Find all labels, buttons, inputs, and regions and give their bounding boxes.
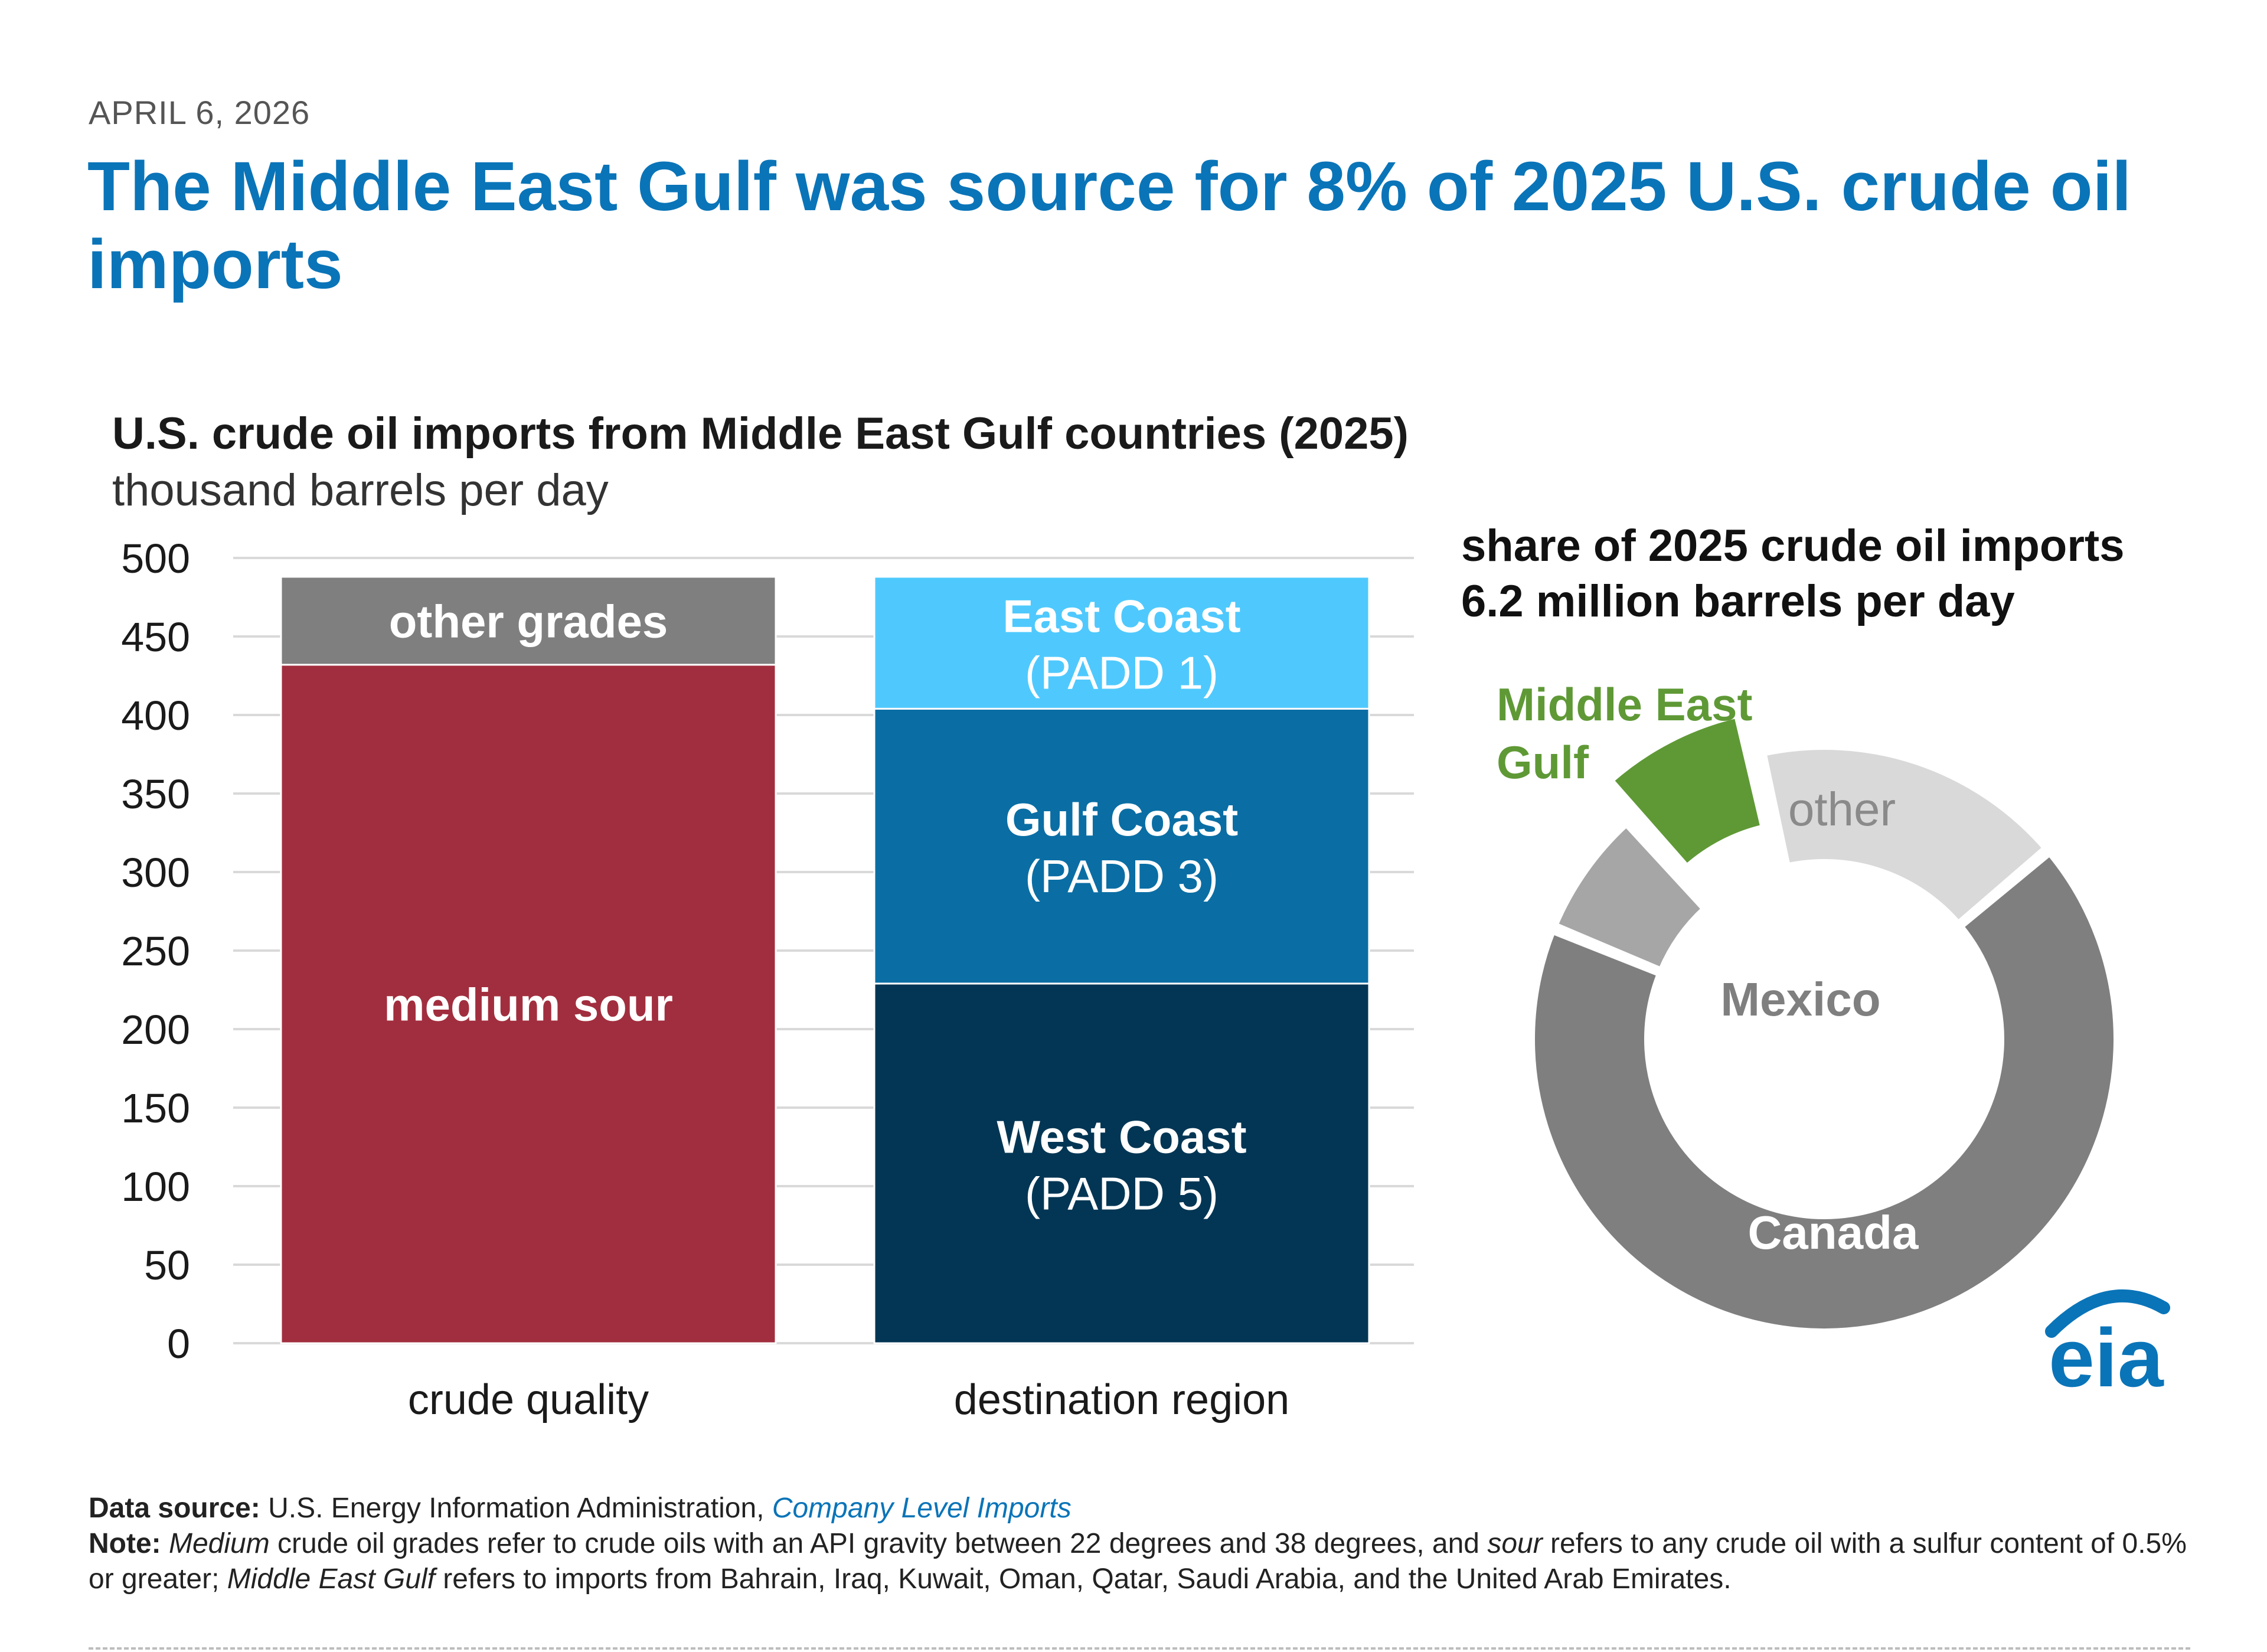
y-tick-label: 100 xyxy=(121,1164,190,1210)
data-source-text: U.S. Energy Information Administration, xyxy=(260,1493,772,1524)
y-tick-label: 0 xyxy=(167,1321,190,1367)
donut-slice-other xyxy=(1760,744,2050,928)
data-source-line: Data source: U.S. Energy Information Adm… xyxy=(89,1491,2214,1526)
data-source-label: Data source: xyxy=(89,1493,260,1524)
note-term-medium: Medium xyxy=(169,1528,270,1559)
note-line: Note: Medium crude oil grades refer to c… xyxy=(89,1526,2214,1597)
donut-slice-middle-east-gulf xyxy=(1606,711,1767,871)
bar-y-tick-labels: 0 50 100 150 200 250 300 350 400 450 500 xyxy=(121,536,190,1367)
bar-segment-other-grades xyxy=(280,576,777,666)
donut-subtitle: 6.2 million barrels per day xyxy=(1461,576,2015,626)
note-label: Note: xyxy=(89,1528,161,1559)
eia-logo-text: eia xyxy=(2049,1311,2164,1404)
bar-segment-label-west-coast: West Coast xyxy=(997,1111,1246,1163)
note-term-meg: Middle East Gulf xyxy=(227,1563,435,1595)
note-text-3: refers to imports from Bahrain, Iraq, Ku… xyxy=(435,1563,1732,1595)
bar-segment-sublabel: (PADD 1) xyxy=(1025,647,1219,699)
donut-label-other: other xyxy=(1788,783,1896,835)
bar-segment-sublabel: (PADD 5) xyxy=(1025,1167,1219,1219)
bar-segment-label-medium-sour: medium sour xyxy=(384,978,673,1030)
y-tick-label: 50 xyxy=(144,1242,190,1288)
donut-title: share of 2025 crude oil imports xyxy=(1461,521,2125,571)
y-tick-label: 300 xyxy=(121,850,190,896)
chart-footer: Data source: U.S. Energy Information Adm… xyxy=(89,1491,2214,1597)
bar-segment-gulf-coast-padd-3 xyxy=(873,707,1370,985)
y-tick-label: 200 xyxy=(121,1007,190,1053)
bar-segment-label-other-grades: other grades xyxy=(389,595,668,647)
donut-slice-mexico xyxy=(1551,820,1709,974)
y-tick-label: 400 xyxy=(121,693,190,739)
donut-label-canada: Canada xyxy=(1748,1206,1919,1259)
bar-segment-medium-sour xyxy=(280,664,777,1344)
y-tick-label: 350 xyxy=(121,771,190,817)
y-tick-label: 250 xyxy=(121,928,190,974)
bar-x-tick-labels: crude quality destination region xyxy=(408,1376,1289,1424)
donut-label-middle-east-gulf: Middle East Gulf xyxy=(1497,678,1752,788)
chart-canvas: U.S. crude oil imports from Middle East … xyxy=(112,409,2170,1424)
publication-date: APRIL 6, 2026 xyxy=(89,94,311,131)
bar-chart-title: U.S. crude oil imports from Middle East … xyxy=(112,409,1409,459)
bar-segment-label-gulf-coast: Gulf Coast xyxy=(1005,794,1238,845)
bar-segment-label-east-coast: East Coast xyxy=(1002,590,1240,642)
bar-segment-east-coast-padd-1 xyxy=(873,576,1370,710)
donut-chart: Middle East Gulf other Canada Mexico xyxy=(1497,678,2119,1334)
eia-logo: eia xyxy=(2045,1289,2170,1404)
note-text-1: crude oil grades refer to crude oils wit… xyxy=(269,1528,1488,1559)
bottom-divider xyxy=(89,1647,2190,1650)
x-tick-label-crude-quality: crude quality xyxy=(408,1376,649,1424)
y-tick-label: 450 xyxy=(121,614,190,660)
bar-segment-sublabel: (PADD 3) xyxy=(1025,850,1219,902)
note-term-sour: sour xyxy=(1487,1528,1543,1559)
y-tick-label: 500 xyxy=(121,536,190,582)
page-headline: The Middle East Gulf was source for 8% o… xyxy=(87,148,2132,303)
bar-stacks: medium sour other grades West Coast(PADD 5… xyxy=(280,576,1370,1344)
x-tick-label-destination-region: destination region xyxy=(954,1376,1289,1424)
donut-label-mexico: Mexico xyxy=(1720,973,1880,1026)
bar-chart-ylabel: thousand barrels per day xyxy=(112,465,609,515)
donut-slice-canada xyxy=(1529,849,2119,1334)
bar-segment-west-coast-padd-5 xyxy=(873,982,1370,1344)
note-text-2: refers to any crude oil with a sulfur co… xyxy=(89,1528,2187,1595)
data-source-link[interactable]: Company Level Imports xyxy=(772,1493,1072,1524)
y-tick-label: 150 xyxy=(121,1085,190,1131)
